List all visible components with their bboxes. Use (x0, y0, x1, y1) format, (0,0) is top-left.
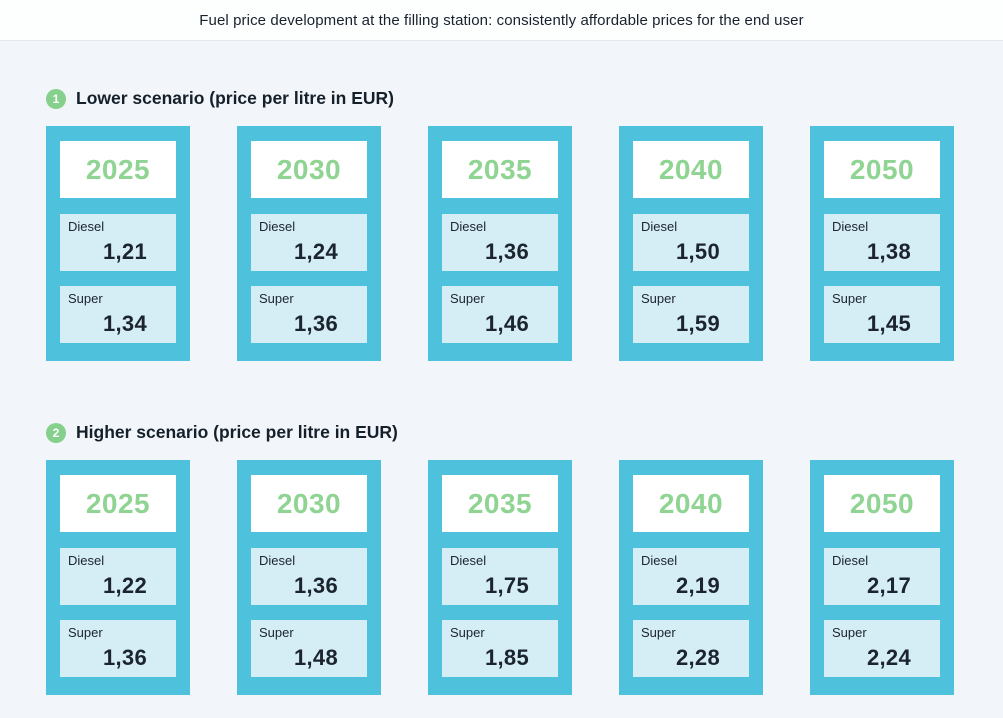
fuel-label-super: Super (259, 291, 294, 306)
fuel-label-super: Super (832, 291, 867, 306)
fuel-label-diesel: Diesel (450, 219, 487, 234)
year-card-higher-2050: 2050 Diesel 2,17 Super 2,24 (810, 460, 954, 695)
year-card-higher-2025: 2025 Diesel 1,22 Super 1,36 (46, 460, 190, 695)
year-label: 2030 (251, 141, 367, 198)
diesel-price-value: 1,75 (484, 573, 530, 598)
super-price-value: 2,28 (675, 645, 721, 670)
section-header-higher: 2 Higher scenario (price per litre in EU… (46, 422, 957, 443)
super-price-value: 1,45 (866, 311, 912, 336)
fuel-label-super: Super (68, 291, 103, 306)
year-card-lower-2050: 2050 Diesel 1,38 Super 1,45 (810, 126, 954, 361)
diesel-price-value: 1,21 (102, 239, 148, 264)
fuel-label-diesel: Diesel (259, 553, 296, 568)
diesel-price-value: 1,50 (675, 239, 721, 264)
fuel-label-diesel: Diesel (832, 553, 869, 568)
year-label: 2025 (60, 475, 176, 532)
fuel-label-diesel: Diesel (641, 553, 678, 568)
diesel-price-box: Diesel 1,38 (824, 214, 940, 271)
diesel-price-box: Diesel 1,22 (60, 548, 176, 605)
section-header-lower: 1 Lower scenario (price per litre in EUR… (46, 88, 957, 109)
super-price-box: Super 1,48 (251, 620, 367, 677)
super-price-value: 1,36 (293, 311, 339, 336)
super-price-box: Super 1,34 (60, 286, 176, 343)
section-lower-scenario: 1 Lower scenario (price per litre in EUR… (46, 88, 957, 361)
diesel-price-box: Diesel 1,36 (442, 214, 558, 271)
fuel-label-diesel: Diesel (641, 219, 678, 234)
super-price-value: 1,48 (293, 645, 339, 670)
diesel-price-box: Diesel 2,17 (824, 548, 940, 605)
super-price-value: 1,59 (675, 311, 721, 336)
cards-row-lower: 2025 Diesel 1,21 Super 1,34 2030 Diesel … (46, 126, 957, 361)
badge-number-2: 2 (46, 422, 66, 443)
page-title: Fuel price development at the filling st… (199, 11, 804, 29)
fuel-label-diesel: Diesel (259, 219, 296, 234)
year-label: 2035 (442, 141, 558, 198)
diesel-price-box: Diesel 1,50 (633, 214, 749, 271)
diesel-price-box: Diesel 2,19 (633, 548, 749, 605)
super-price-box: Super 2,24 (824, 620, 940, 677)
fuel-label-diesel: Diesel (68, 553, 105, 568)
year-label: 2050 (824, 475, 940, 532)
super-price-box: Super 1,59 (633, 286, 749, 343)
super-price-value: 1,46 (484, 311, 530, 336)
year-card-lower-2040: 2040 Diesel 1,50 Super 1,59 (619, 126, 763, 361)
fuel-label-super: Super (641, 625, 676, 640)
fuel-label-diesel: Diesel (68, 219, 105, 234)
super-price-value: 2,24 (866, 645, 912, 670)
super-price-box: Super 1,36 (251, 286, 367, 343)
diesel-price-value: 2,17 (866, 573, 912, 598)
fuel-label-diesel: Diesel (832, 219, 869, 234)
fuel-label-super: Super (832, 625, 867, 640)
cards-row-higher: 2025 Diesel 1,22 Super 1,36 2030 Diesel … (46, 460, 957, 695)
super-price-box: Super 1,85 (442, 620, 558, 677)
super-price-value: 1,36 (102, 645, 148, 670)
diesel-price-value: 1,22 (102, 573, 148, 598)
section-title-lower: Lower scenario (price per litre in EUR) (76, 88, 394, 108)
diesel-price-value: 1,36 (484, 239, 530, 264)
year-label: 2050 (824, 141, 940, 198)
super-price-value: 1,34 (102, 311, 148, 336)
diesel-price-value: 1,36 (293, 573, 339, 598)
year-card-lower-2035: 2035 Diesel 1,36 Super 1,46 (428, 126, 572, 361)
year-label: 2040 (633, 475, 749, 532)
section-higher-scenario: 2 Higher scenario (price per litre in EU… (46, 422, 957, 695)
year-card-higher-2035: 2035 Diesel 1,75 Super 1,85 (428, 460, 572, 695)
year-card-lower-2025: 2025 Diesel 1,21 Super 1,34 (46, 126, 190, 361)
diesel-price-value: 1,38 (866, 239, 912, 264)
diesel-price-box: Diesel 1,24 (251, 214, 367, 271)
year-label: 2035 (442, 475, 558, 532)
super-price-box: Super 2,28 (633, 620, 749, 677)
badge-number-1: 1 (46, 88, 66, 109)
super-price-box: Super 1,45 (824, 286, 940, 343)
diesel-price-box: Diesel 1,21 (60, 214, 176, 271)
diesel-price-box: Diesel 1,75 (442, 548, 558, 605)
super-price-box: Super 1,36 (60, 620, 176, 677)
section-title-higher: Higher scenario (price per litre in EUR) (76, 422, 398, 442)
page-header: Fuel price development at the filling st… (0, 0, 1003, 41)
diesel-price-value: 1,24 (293, 239, 339, 264)
year-card-higher-2030: 2030 Diesel 1,36 Super 1,48 (237, 460, 381, 695)
year-label: 2040 (633, 141, 749, 198)
fuel-label-super: Super (450, 625, 485, 640)
year-card-higher-2040: 2040 Diesel 2,19 Super 2,28 (619, 460, 763, 695)
year-label: 2030 (251, 475, 367, 532)
fuel-label-super: Super (641, 291, 676, 306)
year-card-lower-2030: 2030 Diesel 1,24 Super 1,36 (237, 126, 381, 361)
fuel-label-super: Super (450, 291, 485, 306)
diesel-price-box: Diesel 1,36 (251, 548, 367, 605)
diesel-price-value: 2,19 (675, 573, 721, 598)
year-label: 2025 (60, 141, 176, 198)
fuel-label-super: Super (68, 625, 103, 640)
super-price-value: 1,85 (484, 645, 530, 670)
fuel-label-diesel: Diesel (450, 553, 487, 568)
super-price-box: Super 1,46 (442, 286, 558, 343)
fuel-label-super: Super (259, 625, 294, 640)
